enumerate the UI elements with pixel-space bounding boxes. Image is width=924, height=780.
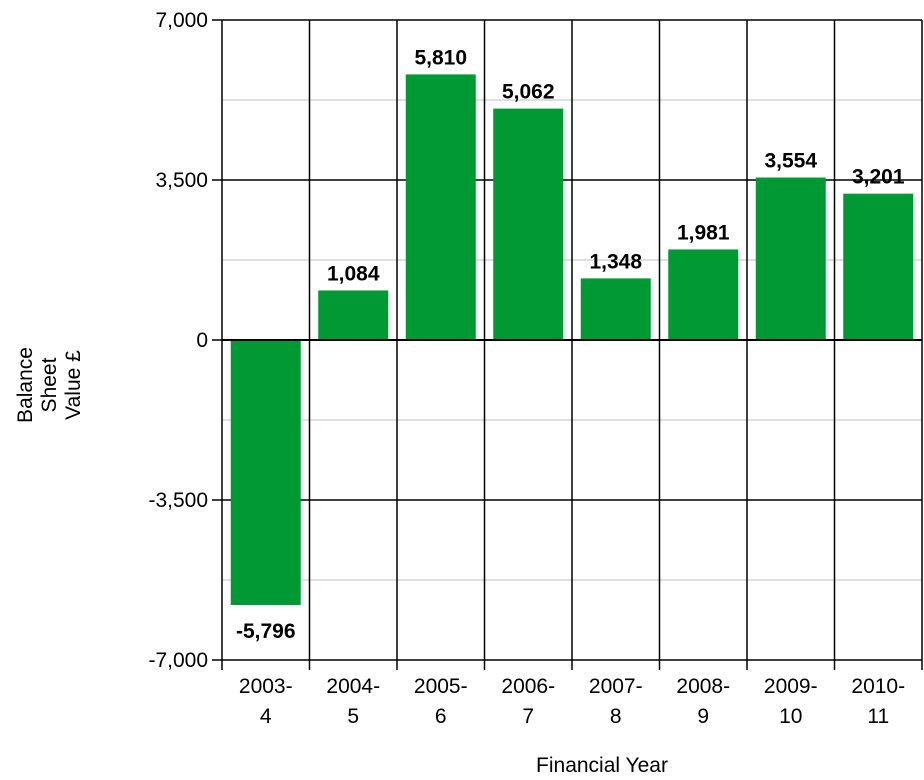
- bar: [405, 74, 476, 341]
- y-axis-title-line: Value £: [62, 350, 85, 420]
- data-label: 1,348: [589, 250, 642, 273]
- x-tick-label-line2: 7: [522, 705, 534, 728]
- data-label: -5,796: [236, 620, 296, 643]
- x-tick-label-line2: 6: [435, 705, 447, 728]
- x-tick-label-line2: 8: [610, 705, 622, 728]
- grid-layer: [221, 19, 923, 670]
- bar: [580, 278, 651, 340]
- x-tick-label: 2009-: [764, 675, 818, 698]
- bar: [668, 249, 739, 340]
- x-tick-label-line2: 10: [779, 705, 802, 728]
- x-tick-label: 2010-: [851, 675, 905, 698]
- y-tick-label: 0: [196, 329, 208, 352]
- y-tick-label: -7,000: [148, 649, 208, 672]
- x-axis-title: Financial Year: [536, 754, 668, 777]
- x-tick-label-line2: 11: [867, 705, 889, 728]
- y-tick-label: 3,500: [155, 169, 208, 192]
- x-tick-label: 2005-: [414, 675, 468, 698]
- bar: [230, 340, 301, 605]
- bar: [755, 177, 826, 340]
- data-label: 1,981: [677, 221, 730, 244]
- y-axis-title-line: Sheet: [38, 357, 61, 412]
- data-label: 3,201: [852, 166, 905, 189]
- bars-layer: [230, 74, 914, 605]
- x-tick-label-line2: 9: [697, 705, 709, 728]
- x-tick-label-line2: 5: [347, 705, 359, 728]
- bar: [843, 193, 914, 340]
- x-tick-label: 2004-: [326, 675, 380, 698]
- data-label: 5,062: [502, 81, 555, 104]
- y-tick-label: -3,500: [148, 489, 208, 512]
- x-tick-label-line2: 4: [260, 705, 272, 728]
- x-tick-label: 2008-: [676, 675, 730, 698]
- x-tick-label: 2007-: [589, 675, 643, 698]
- x-tick-label: 2003-: [239, 675, 293, 698]
- y-tick-label: 7,000: [155, 9, 208, 32]
- data-label: 1,084: [327, 262, 380, 285]
- y-axis-title: BalanceSheetValue £: [14, 347, 85, 423]
- bar: [493, 108, 564, 340]
- y-axis-title-line: Balance: [14, 347, 37, 423]
- axes-layer: [212, 19, 922, 661]
- data-label: 5,810: [414, 46, 467, 69]
- data-label: 3,554: [764, 150, 817, 173]
- bar: [318, 290, 389, 340]
- labels-layer: -7,000 -3,500 0 3,500 7,000 -5,796 2003- 4 1,084…: [148, 9, 905, 728]
- x-tick-label: 2006-: [501, 675, 555, 698]
